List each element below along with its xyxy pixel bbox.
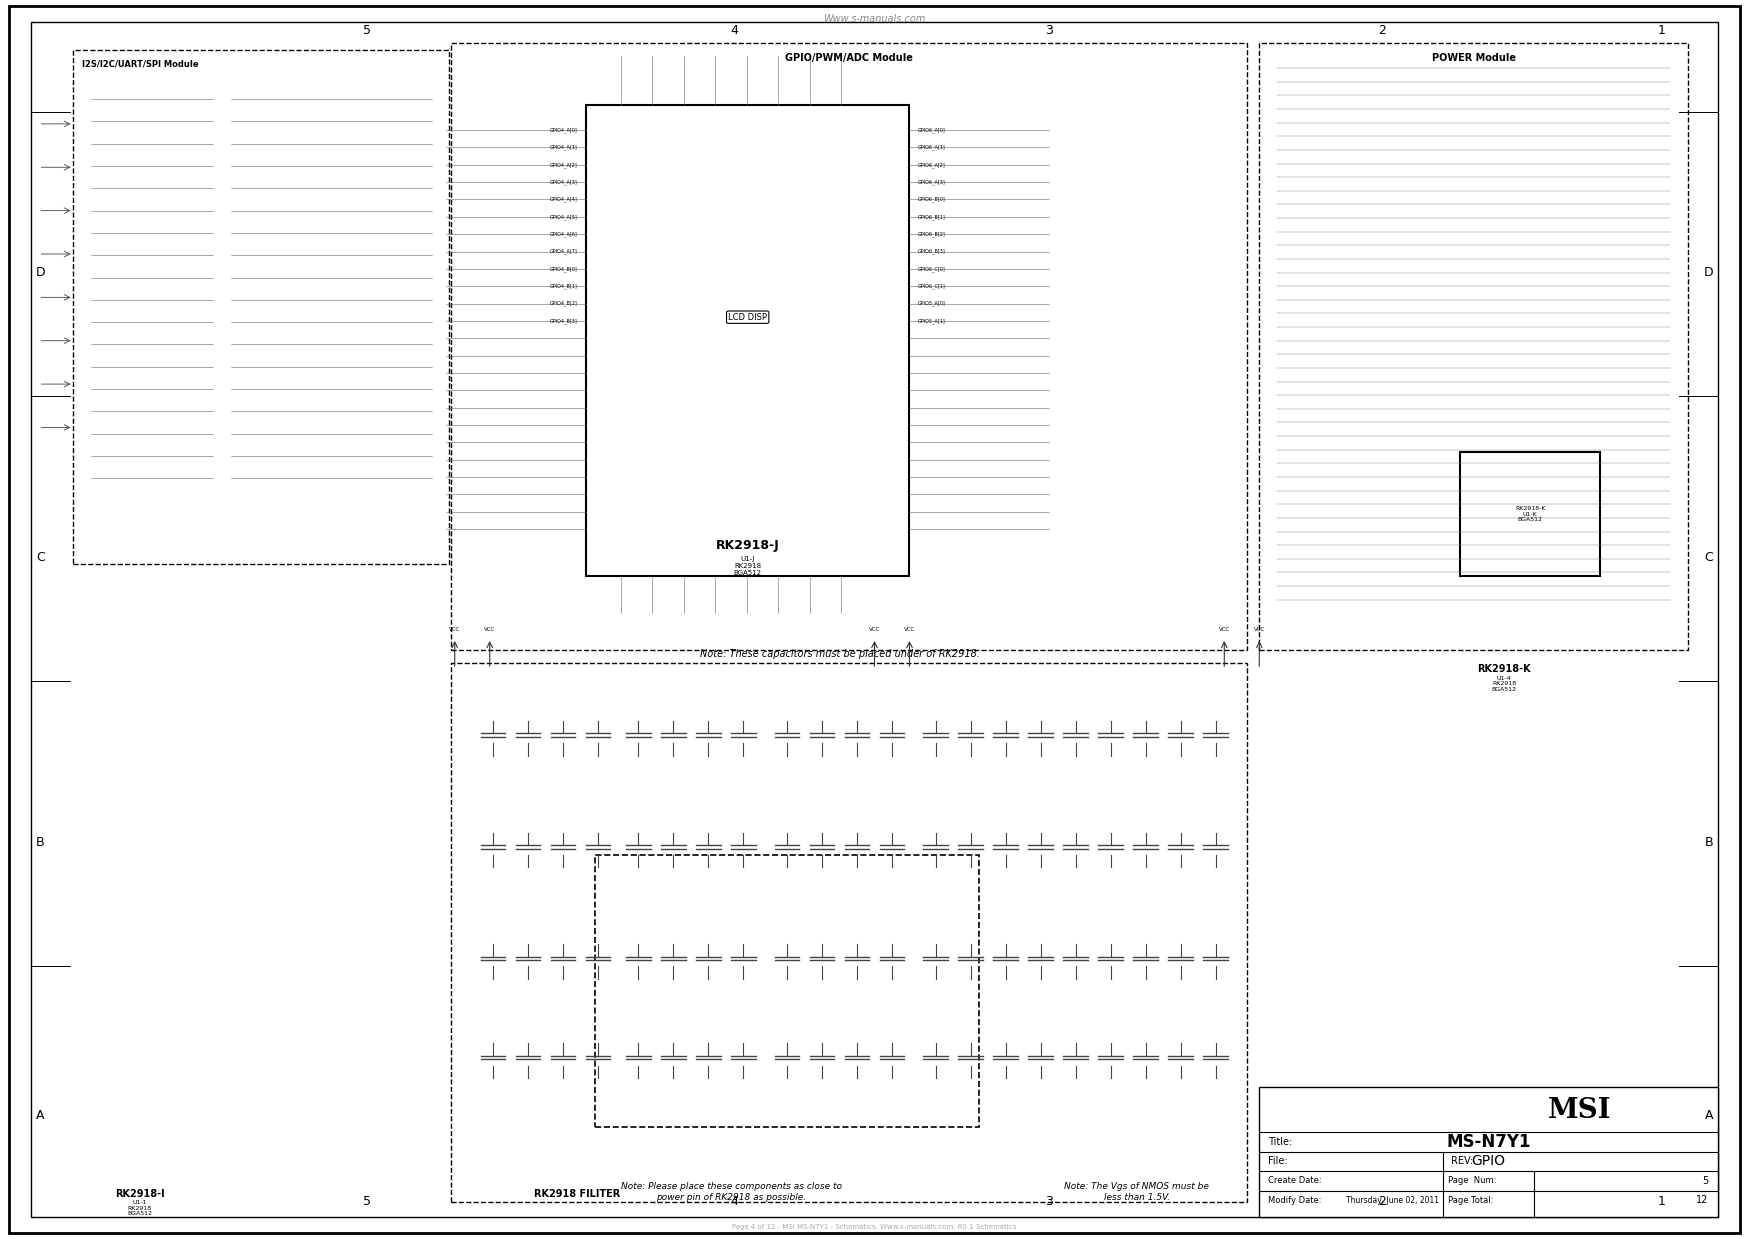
Text: GPIO4_B[3]: GPIO4_B[3] (549, 318, 577, 323)
Text: GPIO6_A[2]: GPIO6_A[2] (918, 162, 946, 167)
Text: GPIO4_B[0]: GPIO4_B[0] (549, 266, 577, 271)
Text: VCC: VCC (1253, 627, 1264, 632)
Text: GPIO6_A[1]: GPIO6_A[1] (918, 145, 946, 150)
Text: MSI: MSI (1547, 1097, 1612, 1124)
Text: U1-J
RK2918
BGA512: U1-J RK2918 BGA512 (732, 556, 762, 576)
Text: Page  Num:: Page Num: (1447, 1176, 1495, 1186)
Text: RK2918 FILITER: RK2918 FILITER (533, 1189, 621, 1199)
Text: 1: 1 (1657, 25, 1664, 37)
Text: GPIO4_A[1]: GPIO4_A[1] (549, 145, 577, 150)
Text: A: A (37, 1109, 44, 1121)
Bar (73, 50, 449, 564)
Text: GPIO4_A[7]: GPIO4_A[7] (549, 249, 577, 254)
Text: GPIO6_B[3]: GPIO6_B[3] (918, 249, 946, 254)
Text: B: B (37, 836, 44, 849)
Text: GPIO4_B[2]: GPIO4_B[2] (549, 301, 577, 306)
Text: VCC: VCC (904, 627, 914, 632)
Text: 3: 3 (1045, 25, 1052, 37)
Text: POWER Module: POWER Module (1430, 53, 1516, 63)
Text: 3: 3 (1045, 1196, 1052, 1208)
Text: C: C (1703, 551, 1713, 564)
Text: GPIO4_A[0]: GPIO4_A[0] (549, 128, 577, 133)
Text: GPIO: GPIO (1470, 1155, 1505, 1168)
Text: GPIO5_A[1]: GPIO5_A[1] (918, 318, 946, 323)
Text: A: A (1704, 1109, 1711, 1121)
Text: I2S/I2C/UART/SPI Module: I2S/I2C/UART/SPI Module (82, 59, 199, 68)
Text: RK2918-K
U1-K
BGA512: RK2918-K U1-K BGA512 (1514, 506, 1545, 523)
Text: GPIO4_A[5]: GPIO4_A[5] (549, 214, 577, 219)
Text: B: B (1704, 836, 1711, 849)
Text: Page 4 of 12 - MSI MS-N7Y1 - Schematics. Www.s-manuals.com. R0.1 Schematics: Page 4 of 12 - MSI MS-N7Y1 - Schematics.… (732, 1224, 1016, 1229)
Text: GPIO6_A[3]: GPIO6_A[3] (918, 180, 946, 185)
Text: GPIO6_B[1]: GPIO6_B[1] (918, 214, 946, 219)
Text: GPIO6_B[0]: GPIO6_B[0] (918, 197, 946, 202)
Text: 5: 5 (1701, 1176, 1708, 1186)
Text: RK2918-K: RK2918-K (1477, 664, 1530, 674)
Bar (1259, 43, 1687, 650)
Bar (451, 663, 1246, 1202)
Text: VCC: VCC (484, 627, 495, 632)
Text: MS-N7Y1: MS-N7Y1 (1446, 1132, 1530, 1151)
Bar (586, 105, 909, 576)
Text: Thursday, June 02, 2011: Thursday, June 02, 2011 (1346, 1196, 1439, 1206)
Text: Title:: Title: (1267, 1137, 1292, 1147)
Text: 4: 4 (731, 25, 738, 37)
Text: GPIO6_C[0]: GPIO6_C[0] (918, 266, 946, 271)
Text: Page Total:: Page Total: (1447, 1196, 1493, 1206)
Bar (1460, 452, 1599, 576)
Text: D: D (35, 266, 45, 279)
Text: D: D (1703, 266, 1713, 279)
Text: Www.s-manuals.com: Www.s-manuals.com (823, 14, 925, 24)
Text: Create Date:: Create Date: (1267, 1176, 1321, 1186)
Text: GPIO6_B[2]: GPIO6_B[2] (918, 232, 946, 237)
Text: 2: 2 (1377, 25, 1384, 37)
Text: 12: 12 (1696, 1196, 1708, 1206)
Text: 5: 5 (364, 25, 371, 37)
Text: GPIO4_B[1]: GPIO4_B[1] (549, 284, 577, 289)
Text: GPIO5_A[0]: GPIO5_A[0] (918, 301, 946, 306)
Text: 1: 1 (1657, 1196, 1664, 1208)
Text: GPIO6_C[1]: GPIO6_C[1] (918, 284, 946, 289)
Text: 5: 5 (364, 1196, 371, 1208)
Text: VCC: VCC (869, 627, 879, 632)
Text: Note: Please place these components as close to
power pin of RK2918 as possible.: Note: Please place these components as c… (621, 1182, 841, 1202)
Text: Note: These capacitors must be placed under of RK2918.: Note: These capacitors must be placed un… (699, 649, 979, 659)
Text: U1-4
RK2918
BGA512: U1-4 RK2918 BGA512 (1491, 675, 1516, 693)
Text: VCC: VCC (1218, 627, 1229, 632)
Text: VCC: VCC (449, 627, 460, 632)
Text: GPIO6_A[0]: GPIO6_A[0] (918, 128, 946, 133)
Text: GPIO4_A[2]: GPIO4_A[2] (549, 162, 577, 167)
Bar (594, 855, 979, 1127)
Text: Note: The Vgs of NMOS must be
less than 1.5V.: Note: The Vgs of NMOS must be less than … (1065, 1182, 1208, 1202)
Text: File:: File: (1267, 1156, 1287, 1166)
Bar (451, 43, 1246, 650)
Text: GPIO/PWM/ADC Module: GPIO/PWM/ADC Module (785, 53, 912, 63)
Text: C: C (35, 551, 45, 564)
Text: Modify Date:: Modify Date: (1267, 1196, 1321, 1206)
Bar (1259, 1087, 1717, 1217)
Text: REV:: REV: (1451, 1156, 1472, 1166)
Text: LCD DISP: LCD DISP (727, 312, 767, 322)
Text: GPIO4_A[6]: GPIO4_A[6] (549, 232, 577, 237)
Text: GPIO4_A[4]: GPIO4_A[4] (549, 197, 577, 202)
Text: GPIO4_A[3]: GPIO4_A[3] (549, 180, 577, 185)
Text: RK2918-J: RK2918-J (715, 539, 780, 551)
Text: U1-1
RK2918
BGA512: U1-1 RK2918 BGA512 (128, 1199, 152, 1217)
Text: 2: 2 (1377, 1196, 1384, 1208)
Text: 4: 4 (731, 1196, 738, 1208)
Text: RK2918-I: RK2918-I (115, 1189, 164, 1199)
